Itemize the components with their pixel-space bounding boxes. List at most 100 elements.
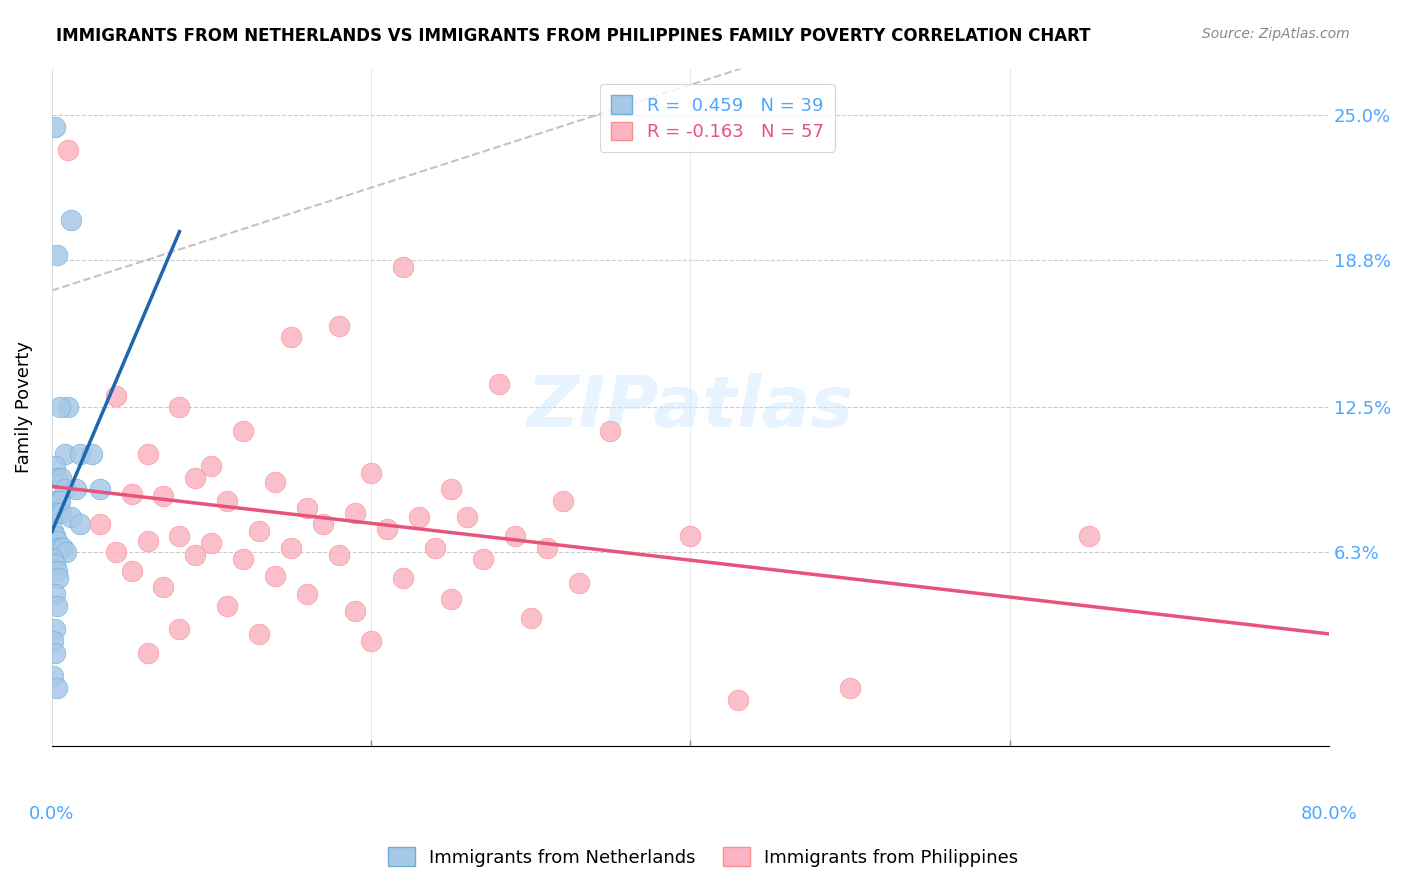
Point [121, 564, 143, 578]
Point [408, 510, 430, 524]
Point [136, 447, 159, 461]
Point [375, 522, 398, 536]
Point [280, 541, 302, 555]
Point [121, 487, 143, 501]
Point [1078, 529, 1101, 543]
Point [46, 571, 69, 585]
Point [52, 541, 75, 555]
Point [328, 548, 350, 562]
Text: 0.0%: 0.0% [30, 805, 75, 822]
Point [42, 524, 65, 539]
Point [51, 506, 73, 520]
Point [104, 545, 127, 559]
Point [48, 494, 70, 508]
Point [217, 494, 239, 508]
Point [80, 447, 103, 461]
Y-axis label: Family Poverty: Family Poverty [15, 342, 32, 474]
Point [44, 557, 66, 571]
Point [392, 260, 415, 275]
Point [280, 330, 302, 344]
Point [136, 533, 159, 548]
Point [48, 401, 70, 415]
Point [46, 541, 69, 555]
Point [65, 482, 87, 496]
Point [440, 482, 463, 496]
Point [55, 545, 77, 559]
Point [42, 552, 65, 566]
Point [679, 529, 702, 543]
Point [56, 401, 79, 415]
Point [200, 536, 222, 550]
Point [48, 541, 70, 555]
Point [217, 599, 239, 613]
Point [51, 470, 73, 484]
Point [44, 529, 66, 543]
Point [45, 506, 67, 520]
Point [69, 517, 91, 532]
Point [247, 524, 270, 539]
Point [45, 248, 67, 262]
Point [295, 587, 318, 601]
Point [45, 681, 67, 695]
Point [44, 120, 66, 134]
Point [423, 541, 446, 555]
Point [536, 541, 558, 555]
Point [42, 669, 65, 683]
Point [136, 646, 159, 660]
Point [344, 506, 367, 520]
Point [360, 634, 382, 648]
Point [551, 494, 574, 508]
Point [169, 401, 191, 415]
Point [503, 529, 526, 543]
Point [44, 587, 66, 601]
Point [471, 552, 494, 566]
Legend: R =  0.459   N = 39, R = -0.163   N = 57: R = 0.459 N = 39, R = -0.163 N = 57 [600, 85, 835, 152]
Point [44, 623, 66, 637]
Point [440, 592, 463, 607]
Text: Source: ZipAtlas.com: Source: ZipAtlas.com [1202, 27, 1350, 41]
Point [152, 489, 174, 503]
Point [599, 424, 621, 438]
Text: 80.0%: 80.0% [1301, 805, 1357, 822]
Point [42, 494, 65, 508]
Point [104, 389, 127, 403]
Point [69, 447, 91, 461]
Point [392, 571, 415, 585]
Point [152, 580, 174, 594]
Legend: Immigrants from Netherlands, Immigrants from Philippines: Immigrants from Netherlands, Immigrants … [381, 840, 1025, 874]
Point [45, 470, 67, 484]
Point [46, 494, 69, 508]
Point [727, 692, 749, 706]
Point [456, 510, 478, 524]
Point [488, 377, 510, 392]
Point [89, 517, 111, 532]
Point [344, 604, 367, 618]
Text: IMMIGRANTS FROM NETHERLANDS VS IMMIGRANTS FROM PHILIPPINES FAMILY POVERTY CORREL: IMMIGRANTS FROM NETHERLANDS VS IMMIGRANT… [56, 27, 1091, 45]
Point [53, 482, 76, 496]
Point [568, 575, 591, 590]
Point [328, 318, 350, 333]
Point [56, 144, 79, 158]
Point [519, 611, 541, 625]
Text: ZIPatlas: ZIPatlas [527, 373, 853, 442]
Point [200, 458, 222, 473]
Point [232, 424, 254, 438]
Point [169, 529, 191, 543]
Point [44, 458, 66, 473]
Point [184, 470, 207, 484]
Point [360, 466, 382, 480]
Point [59, 510, 82, 524]
Point [264, 475, 287, 490]
Point [45, 564, 67, 578]
Point [169, 623, 191, 637]
Point [42, 634, 65, 648]
Point [45, 599, 67, 613]
Point [264, 568, 287, 582]
Point [44, 646, 66, 660]
Point [232, 552, 254, 566]
Point [839, 681, 862, 695]
Point [89, 482, 111, 496]
Point [247, 627, 270, 641]
Point [184, 548, 207, 562]
Point [312, 517, 335, 532]
